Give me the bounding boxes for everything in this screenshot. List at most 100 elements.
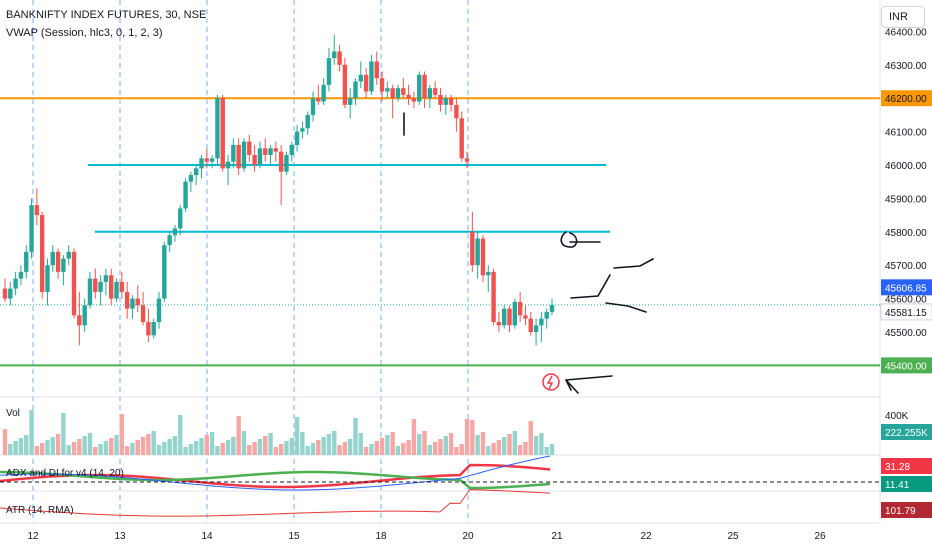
candle-body[interactable]	[422, 74, 427, 99]
candle-body[interactable]	[252, 154, 257, 165]
candle-body[interactable]	[326, 58, 332, 85]
candle-body[interactable]	[432, 88, 438, 95]
candle-body[interactable]	[204, 158, 210, 162]
candle-body[interactable]	[278, 151, 284, 172]
candle-body[interactable]	[109, 275, 114, 299]
candle-body[interactable]	[443, 98, 448, 105]
candle-body[interactable]	[263, 148, 268, 155]
vwap-indicator-label[interactable]: VWAP (Session, hlc3, 0, 1, 2, 3)	[6, 27, 163, 39]
candle-body[interactable]	[316, 98, 321, 102]
candle-body[interactable]	[29, 205, 34, 252]
candle-body[interactable]	[13, 278, 18, 289]
candle-body[interactable]	[50, 251, 55, 266]
candle-body[interactable]	[512, 301, 518, 326]
candle-body[interactable]	[300, 128, 305, 132]
candle-body[interactable]	[45, 265, 50, 292]
candle-body[interactable]	[448, 98, 454, 105]
candle-body[interactable]	[18, 271, 24, 279]
candle-body[interactable]	[156, 298, 162, 322]
candle-body[interactable]	[220, 98, 225, 169]
candle-body[interactable]	[209, 158, 215, 162]
candle-body[interactable]	[39, 215, 45, 292]
candle-body[interactable]	[401, 88, 406, 95]
candle-body[interactable]	[459, 118, 464, 159]
candle-body[interactable]	[55, 251, 61, 272]
candle-body[interactable]	[385, 88, 390, 92]
candle-body[interactable]	[496, 321, 502, 326]
annotation-scribble-b[interactable]	[613, 258, 654, 269]
candle-body[interactable]	[82, 305, 87, 326]
candle-body[interactable]	[34, 205, 40, 216]
candle-body[interactable]	[427, 88, 433, 99]
candle-body[interactable]	[321, 84, 326, 102]
candle-body[interactable]	[103, 275, 109, 282]
candle-body[interactable]	[167, 235, 172, 246]
candle-body[interactable]	[417, 74, 422, 102]
candle-body[interactable]	[236, 144, 241, 169]
annotation-scribble-a[interactable]	[560, 231, 601, 248]
candle-body[interactable]	[549, 304, 555, 312]
candle-body[interactable]	[544, 311, 549, 319]
candle-body[interactable]	[268, 148, 273, 155]
candle-body[interactable]	[183, 181, 188, 209]
candle-body[interactable]	[215, 98, 220, 159]
candle-body[interactable]	[533, 325, 539, 332]
candle-body[interactable]	[475, 238, 480, 266]
candle-body[interactable]	[225, 161, 231, 169]
candle-body[interactable]	[480, 238, 486, 276]
candle-body[interactable]	[24, 251, 29, 272]
candle-body[interactable]	[507, 308, 512, 326]
candle-body[interactable]	[87, 278, 93, 306]
lightning-icon[interactable]	[542, 373, 560, 391]
candle-body[interactable]	[464, 158, 470, 162]
candle-body[interactable]	[119, 281, 125, 292]
candle-body[interactable]	[342, 64, 348, 105]
candle-body[interactable]	[347, 98, 353, 105]
annotation-scribble-c[interactable]	[570, 274, 611, 299]
candle-body[interactable]	[539, 318, 544, 326]
adx-pane-label[interactable]: ADX and DI for v4 (14, 20)	[6, 468, 124, 479]
candle-body[interactable]	[502, 308, 507, 326]
annotation-scribble-d[interactable]	[605, 302, 647, 313]
candle-body[interactable]	[379, 78, 385, 92]
candle-body[interactable]	[178, 208, 183, 229]
candle-body[interactable]	[273, 148, 279, 152]
atr-pane-label[interactable]: ATR (14, RMA)	[6, 505, 74, 516]
candle-body[interactable]	[369, 61, 374, 92]
candle-body[interactable]	[114, 281, 119, 299]
candle-body[interactable]	[470, 231, 475, 266]
candle-body[interactable]	[294, 131, 300, 145]
candle-body[interactable]	[486, 271, 491, 276]
candle-body[interactable]	[411, 98, 417, 102]
candle-body[interactable]	[124, 291, 130, 309]
candle-body[interactable]	[353, 81, 358, 99]
candle-body[interactable]	[528, 318, 533, 332]
candle-body[interactable]	[257, 148, 263, 165]
candle-body[interactable]	[454, 104, 459, 119]
candle-body[interactable]	[146, 321, 151, 336]
candle-body[interactable]	[363, 74, 369, 92]
candle-body[interactable]	[358, 74, 364, 82]
candle-body[interactable]	[162, 245, 167, 299]
candle-body[interactable]	[231, 144, 236, 162]
candle-body[interactable]	[438, 94, 443, 105]
candle-body[interactable]	[71, 251, 77, 316]
candle-body[interactable]	[284, 154, 289, 172]
candle-body[interactable]	[135, 298, 140, 306]
candle-body[interactable]	[390, 88, 395, 99]
volume-pane-label[interactable]: Vol	[6, 408, 20, 419]
candle-body[interactable]	[93, 278, 98, 292]
candle-body[interactable]	[523, 315, 528, 319]
candle-body[interactable]	[199, 158, 204, 169]
candle-body[interactable]	[332, 51, 337, 59]
candle-body[interactable]	[130, 298, 135, 309]
candle-body[interactable]	[8, 288, 13, 299]
candle-body[interactable]	[289, 144, 294, 155]
candle-body[interactable]	[77, 315, 82, 326]
candle-body[interactable]	[2, 288, 8, 299]
candle-body[interactable]	[406, 94, 411, 99]
candle-body[interactable]	[305, 114, 310, 129]
candle-body[interactable]	[374, 61, 379, 79]
candle-body[interactable]	[188, 175, 194, 182]
